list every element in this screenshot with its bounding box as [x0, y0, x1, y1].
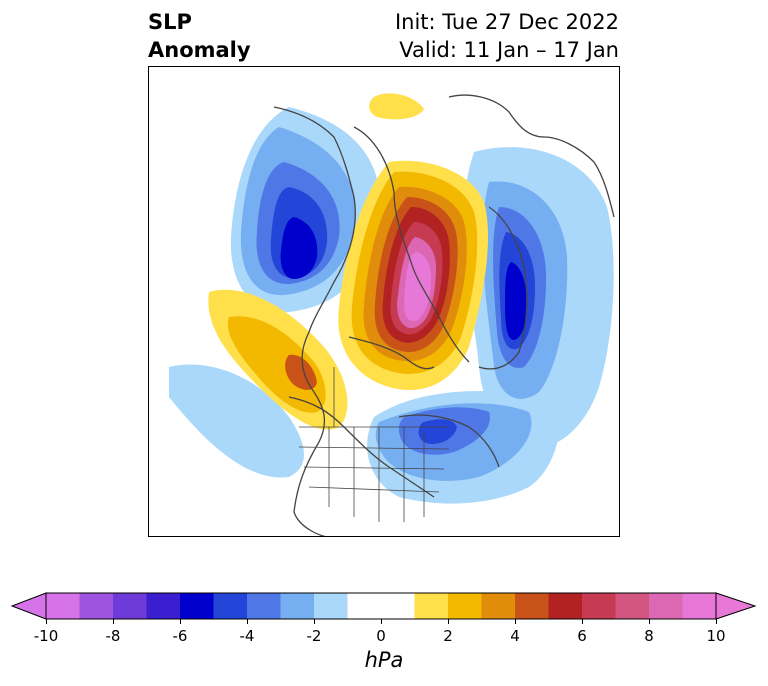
colorbar-bin — [180, 593, 214, 619]
init-date-label: Init: Tue 27 Dec 2022 — [394, 10, 619, 34]
colorbar-tick-mark — [113, 619, 114, 624]
colorbar-tick-mark — [180, 619, 181, 624]
colorbar-bin — [213, 593, 248, 619]
colorbar-bin — [146, 593, 181, 619]
coastlines — [273, 94, 615, 536]
colorbar-tick-label: 6 — [577, 627, 587, 645]
colorbar-tick-mark — [582, 619, 583, 624]
title-variable-line1: SLP — [148, 10, 192, 34]
colorbar-tick-label: -4 — [239, 627, 255, 645]
map-canvas — [169, 93, 615, 536]
colorbar-svg — [10, 592, 757, 620]
colorbar-tick-label: 4 — [510, 627, 520, 645]
colorbar-bin — [548, 593, 583, 619]
colorbar-bin — [448, 593, 482, 619]
colorbar-bin — [582, 593, 616, 619]
us-state-borders — [298, 367, 450, 522]
colorbar-tick-mark — [649, 619, 650, 624]
colorbar-bin — [381, 593, 415, 619]
chart-subtitle: Init: Tue 27 Dec 2022 Valid: 11 Jan – 17… — [395, 8, 619, 64]
colorbar — [10, 590, 758, 628]
colorbar-tick-mark — [46, 619, 47, 624]
colorbar-bin — [113, 593, 147, 619]
valid-period-label: Valid: 11 Jan – 17 Jan — [399, 38, 619, 62]
title-variable-line2: Anomaly — [148, 38, 251, 62]
colorbar-bin — [314, 593, 348, 619]
colorbar-bin — [515, 593, 549, 619]
colorbar-bin — [280, 593, 315, 619]
colorbar-bin — [79, 593, 114, 619]
colorbar-unit-label: hPa — [364, 648, 404, 672]
colorbar-tick-label: 8 — [644, 627, 654, 645]
colorbar-bin — [46, 593, 80, 619]
colorbar-tick-label: -10 — [33, 627, 59, 645]
colorbar-tick-mark — [381, 619, 382, 624]
colorbar-tick-label: -8 — [105, 627, 121, 645]
colorbar-tick-label: 10 — [706, 627, 726, 645]
colorbar-bin — [481, 593, 516, 619]
colorbar-bin — [615, 593, 650, 619]
colorbar-extend-min — [10, 592, 47, 620]
colorbar-tick-mark — [515, 619, 516, 624]
colorbar-tick-mark — [314, 619, 315, 624]
colorbar-tick-label: -6 — [172, 627, 188, 645]
map-panel — [148, 66, 620, 537]
colorbar-tick-mark — [716, 619, 717, 624]
colorbar-tick-label: 2 — [443, 627, 453, 645]
chart-title: SLP Anomaly — [148, 8, 251, 64]
colorbar-bin — [347, 593, 382, 619]
colorbar-bin — [682, 593, 717, 619]
colorbar-extend-max — [715, 592, 757, 620]
colorbar-tick-label: -2 — [306, 627, 322, 645]
colorbar-bin — [649, 593, 683, 619]
negative-anomaly-shading — [169, 107, 614, 504]
colorbar-bin — [414, 593, 449, 619]
colorbar-bin — [247, 593, 281, 619]
colorbar-tick-mark — [448, 619, 449, 624]
colorbar-tick-label: 0 — [376, 627, 386, 645]
colorbar-tick-mark — [247, 619, 248, 624]
